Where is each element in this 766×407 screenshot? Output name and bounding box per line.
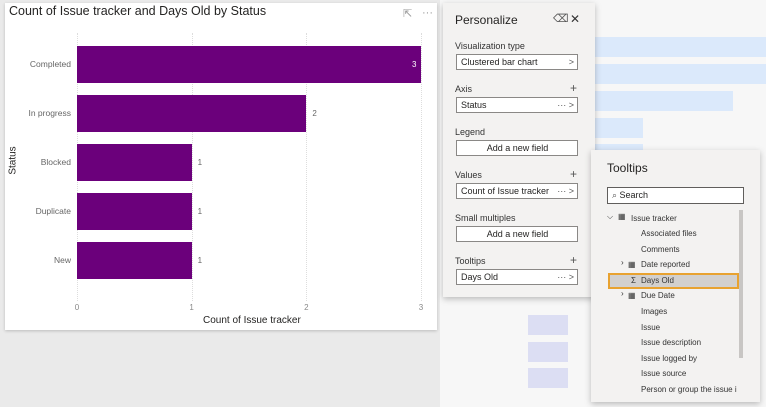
chevron-right-icon[interactable]: › bbox=[621, 258, 624, 268]
viz-type-label: Visualization type bbox=[455, 41, 525, 51]
close-icon[interactable]: ✕ bbox=[570, 12, 581, 26]
field-item[interactable]: Days Old bbox=[641, 275, 674, 285]
data-label: 1 bbox=[197, 207, 203, 216]
legend-label: Legend bbox=[455, 127, 486, 137]
category-label: Duplicate bbox=[35, 206, 71, 216]
category-label: In progress bbox=[28, 108, 71, 118]
bar-chart-visual[interactable]: Count of Issue tracker and Days Old by S… bbox=[5, 3, 437, 330]
data-label: 1 bbox=[197, 158, 203, 167]
sigma-icon: Σ bbox=[631, 275, 636, 285]
selected-field-highlight bbox=[608, 273, 739, 289]
gridline bbox=[421, 33, 422, 301]
field-item[interactable]: Issue description bbox=[641, 338, 702, 348]
data-label: 3 bbox=[412, 60, 417, 69]
field-item[interactable]: Images bbox=[641, 307, 668, 316]
chart-title: Count of Issue tracker and Days Old by S… bbox=[9, 4, 267, 18]
field-item[interactable]: Due Date bbox=[641, 291, 675, 301]
faded-bar bbox=[595, 91, 733, 111]
faded-bar bbox=[528, 342, 568, 362]
faded-bar bbox=[595, 37, 766, 57]
calendar-icon: ▦ bbox=[628, 260, 636, 270]
field-item[interactable]: Issue bbox=[641, 322, 661, 332]
faded-bar bbox=[595, 64, 766, 84]
bar-blocked[interactable] bbox=[77, 144, 192, 181]
field-item[interactable]: Comments bbox=[641, 244, 680, 254]
personalize-pane: Personalize ⌫ ✕ Visualization type Clust… bbox=[443, 3, 595, 297]
field-options[interactable]: ··· > bbox=[557, 186, 574, 196]
calendar-icon: ▦ bbox=[628, 291, 636, 301]
faded-bar bbox=[528, 368, 568, 388]
tooltips-picker-title: Tooltips bbox=[607, 161, 648, 175]
field-options[interactable]: ··· > bbox=[557, 272, 574, 282]
x-tick-label: 1 bbox=[189, 303, 194, 312]
axis-label: Axis bbox=[455, 84, 473, 94]
field-item[interactable]: Person or group the issue i bbox=[641, 385, 737, 394]
category-label: Completed bbox=[29, 59, 71, 69]
chevron-down-icon[interactable]: ⌵ bbox=[607, 212, 614, 221]
viz-type-value: Clustered bar chart bbox=[461, 57, 538, 67]
faded-bar bbox=[528, 315, 568, 335]
field-item[interactable]: Issue logged by bbox=[641, 353, 698, 363]
data-label: 2 bbox=[312, 109, 317, 118]
add-axis-icon[interactable]: + bbox=[569, 81, 577, 95]
scrollbar[interactable] bbox=[739, 210, 743, 358]
gridline bbox=[191, 33, 193, 301]
field-item[interactable]: Issue source bbox=[641, 369, 687, 379]
search-icon: ⌕ bbox=[612, 190, 620, 200]
tooltips-field[interactable]: Days Old ··· > bbox=[456, 269, 578, 285]
field-item[interactable]: Associated files bbox=[641, 229, 697, 238]
small-multiples-add-text: Add a new field bbox=[486, 229, 549, 239]
x-tick-label: 3 bbox=[418, 303, 424, 312]
x-tick-label: 0 bbox=[74, 303, 80, 312]
add-values-icon[interactable]: + bbox=[569, 167, 577, 181]
chevron-right-icon: > bbox=[568, 57, 574, 67]
bar-duplicate[interactable] bbox=[77, 193, 192, 230]
values-field[interactable]: Count of Issue tracker ··· > bbox=[456, 183, 578, 199]
tooltips-field-picker: Tooltips ⌕ Search ⌵ ▦ Issue tracker Associa… bbox=[591, 150, 760, 402]
values-label: Values bbox=[455, 170, 482, 180]
field-item[interactable]: Date reported bbox=[641, 260, 690, 270]
add-tooltips-icon[interactable]: + bbox=[569, 253, 577, 267]
small-multiples-label: Small multiples bbox=[455, 213, 516, 223]
reset-eraser-icon[interactable]: ⌫ bbox=[553, 13, 569, 25]
viz-type-field[interactable]: Clustered bar chart > bbox=[456, 54, 578, 70]
personalize-title: Personalize bbox=[455, 13, 518, 27]
tooltips-value: Days Old bbox=[461, 272, 499, 282]
search-input[interactable]: ⌕ Search bbox=[607, 187, 744, 204]
bar-in-progress[interactable] bbox=[77, 95, 307, 132]
values-value: Count of Issue tracker bbox=[461, 186, 550, 196]
search-placeholder: Search bbox=[619, 190, 649, 200]
small-multiples-add-field[interactable]: Add a new field bbox=[456, 226, 578, 242]
field-options[interactable]: ··· > bbox=[557, 100, 574, 110]
tooltips-label: Tooltips bbox=[455, 256, 486, 266]
legend-add-field[interactable]: Add a new field bbox=[456, 140, 578, 156]
chevron-right-icon[interactable]: › bbox=[621, 289, 624, 299]
focus-mode-icon[interactable]: ⇱ bbox=[403, 8, 413, 20]
table-issue-tracker[interactable]: Issue tracker bbox=[631, 214, 677, 223]
axis-value: Status bbox=[461, 100, 487, 110]
table-icon: ▦ bbox=[618, 212, 626, 221]
data-label: 1 bbox=[197, 256, 203, 265]
x-axis-title: Count of Issue tracker bbox=[203, 315, 301, 326]
gridline bbox=[306, 33, 308, 301]
bar-completed[interactable] bbox=[77, 46, 421, 83]
category-label: New bbox=[53, 255, 71, 265]
bar-new[interactable] bbox=[77, 242, 192, 279]
more-options-icon[interactable]: ··· bbox=[422, 7, 433, 19]
category-label: Blocked bbox=[40, 157, 71, 167]
faded-bar bbox=[595, 118, 643, 138]
x-tick-label: 2 bbox=[304, 303, 309, 312]
legend-add-text: Add a new field bbox=[486, 143, 549, 153]
axis-field[interactable]: Status ··· > bbox=[456, 97, 578, 113]
